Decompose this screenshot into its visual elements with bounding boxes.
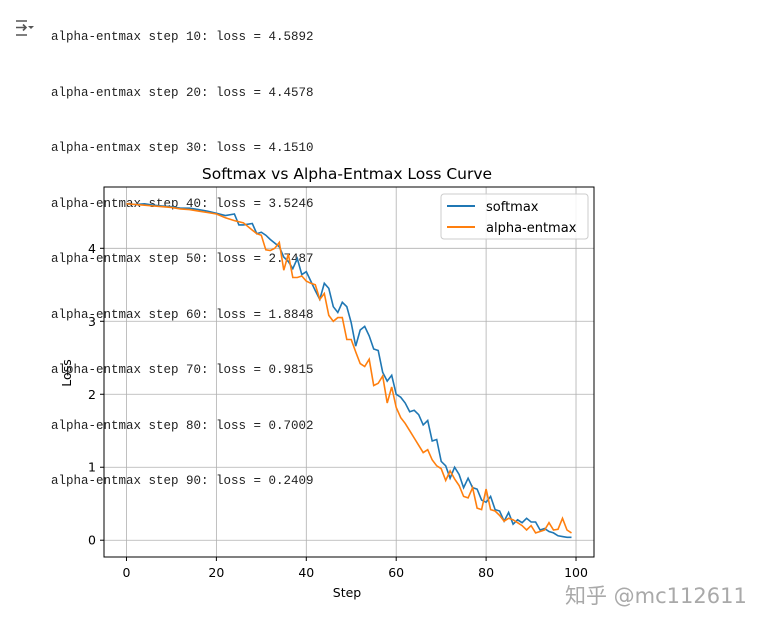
x-axis-label: Step [333, 585, 362, 600]
log-line: alpha-entmax step 50: loss = 2.7487 [51, 252, 314, 266]
output-toggle-icon[interactable] [14, 18, 36, 38]
y-tick-label: 4 [88, 241, 96, 256]
y-tick-label: 2 [88, 387, 96, 402]
log-line: alpha-entmax step 60: loss = 1.8848 [51, 307, 314, 322]
log-line: alpha-entmax step 20: loss = 4.4578 [51, 85, 314, 100]
x-tick-label: 0 [123, 565, 131, 580]
log-line: alpha-entmax step 70: loss = 0.9815 [51, 363, 314, 377]
legend-label-softmax: softmax [486, 200, 539, 215]
y-tick-label: 3 [88, 314, 96, 329]
line-softmax [126, 202, 572, 539]
plot-frame [103, 186, 595, 558]
y-axis-label: Loss [59, 359, 74, 386]
chart-title: Softmax vs Alpha-Entmax Loss Curve [202, 165, 492, 183]
x-tick-label: 100 [564, 565, 588, 580]
output-log: alpha-entmax step 10: loss = 4.5892 alph… [51, 0, 314, 509]
y-tick-label: 0 [88, 533, 96, 548]
log-line: alpha-entmax step 90: loss = 0.2409 [51, 474, 314, 488]
x-tick-label: 60 [388, 565, 404, 580]
series-alpha-entmax [126, 203, 572, 534]
x-tick-label: 20 [208, 565, 224, 580]
legend-label-alpha-entmax: alpha-entmax [486, 221, 577, 236]
log-line: alpha-entmax step 10: loss = 4.5892 [51, 30, 314, 44]
log-line: alpha-entmax step 40: loss = 3.5246 [51, 196, 314, 211]
series-softmax [126, 202, 572, 539]
y-tick-label: 1 [88, 460, 96, 475]
x-tick-label: 80 [478, 565, 494, 580]
watermark: 知乎 @mc112611 [565, 584, 747, 608]
legend: softmax alpha-entmax [440, 193, 589, 240]
line-alpha-entmax [126, 203, 572, 534]
log-line: alpha-entmax step 80: loss = 0.7002 [51, 418, 314, 433]
log-line: alpha-entmax step 30: loss = 4.1510 [51, 141, 314, 155]
x-tick-label: 40 [298, 565, 314, 580]
